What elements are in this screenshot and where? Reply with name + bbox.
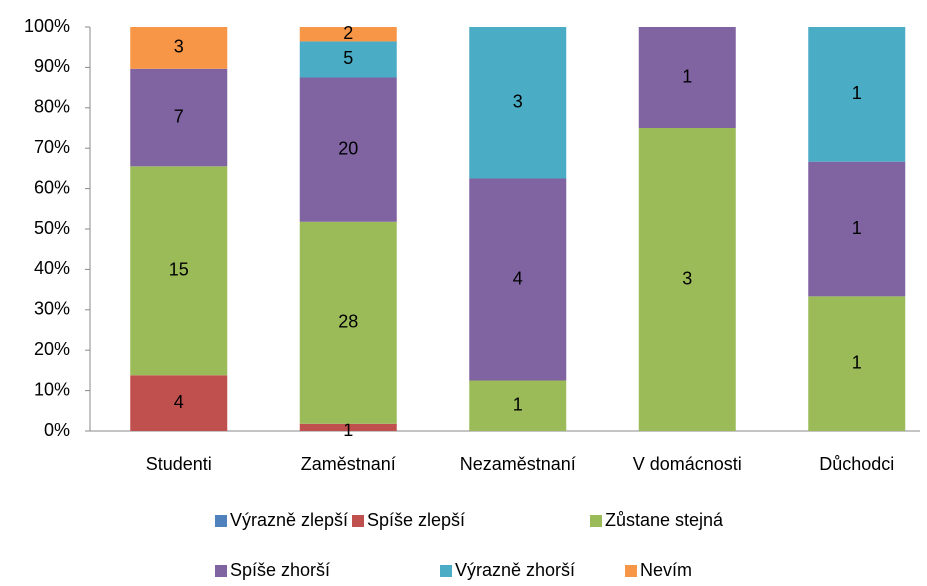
y-tick-label: 40% <box>34 258 70 278</box>
y-tick-label: 30% <box>34 299 70 319</box>
data-label: 4 <box>174 392 184 412</box>
data-label: 1 <box>852 218 862 238</box>
legend-label: Zůstane stejná <box>605 510 724 530</box>
bar-segment <box>638 27 736 128</box>
data-label: 5 <box>343 48 353 68</box>
bar-segment <box>469 27 567 179</box>
bar-segment <box>638 128 736 431</box>
y-tick-label: 90% <box>34 56 70 76</box>
legend-swatch <box>440 565 452 577</box>
data-label: 3 <box>682 268 692 288</box>
bar-segment <box>299 41 397 78</box>
y-tick-label: 20% <box>34 339 70 359</box>
legend-swatch <box>215 515 227 527</box>
data-label: 1 <box>343 420 353 440</box>
legend-swatch <box>352 515 364 527</box>
data-label: 15 <box>169 260 189 280</box>
bar-segment <box>299 77 397 222</box>
data-label: 1 <box>513 395 523 415</box>
y-tick-label: 100% <box>24 16 70 36</box>
bar-segment <box>299 27 397 42</box>
data-label: 28 <box>338 312 358 332</box>
bar-segment <box>808 161 906 297</box>
x-tick-label: V domácnosti <box>633 454 742 474</box>
data-label: 3 <box>174 37 184 57</box>
legend-label: Výrazně zhorší <box>455 560 575 580</box>
bar-segment <box>299 423 397 431</box>
bar-segment <box>469 380 567 431</box>
bar-segment <box>808 27 906 162</box>
bar-segment <box>130 166 228 376</box>
y-tick-label: 60% <box>34 177 70 197</box>
y-tick-label: 50% <box>34 218 70 238</box>
x-tick-label: Nezaměstnaní <box>460 454 576 474</box>
bar-segment <box>130 68 228 167</box>
bar-segment <box>130 27 228 69</box>
data-label: 7 <box>174 106 184 126</box>
legend-label: Spíše zhorší <box>230 560 330 580</box>
data-label: 20 <box>338 138 358 158</box>
legend-swatch <box>625 565 637 577</box>
x-tick-label: Důchodci <box>819 454 894 474</box>
data-label: 4 <box>513 268 523 288</box>
data-label: 1 <box>852 352 862 372</box>
legend-swatch <box>215 565 227 577</box>
x-tick-label: Zaměstnaní <box>301 454 396 474</box>
y-tick-label: 70% <box>34 137 70 157</box>
data-label: 2 <box>343 23 353 43</box>
data-label: 1 <box>852 83 862 103</box>
bar-segment <box>469 178 567 381</box>
legend-label: Spíše zlepší <box>367 510 465 530</box>
data-label: 3 <box>513 92 523 112</box>
y-tick-label: 10% <box>34 379 70 399</box>
legend-swatch <box>590 515 602 527</box>
bar-segment <box>130 375 228 431</box>
y-tick-label: 80% <box>34 97 70 117</box>
y-tick-label: 0% <box>44 420 70 440</box>
bar-segment <box>808 296 906 431</box>
data-label: 1 <box>682 66 692 86</box>
legend-label: Výrazně zlepší <box>230 510 348 530</box>
legend-label: Nevím <box>640 560 692 580</box>
x-tick-label: Studenti <box>146 454 212 474</box>
bar-segment <box>299 221 397 424</box>
